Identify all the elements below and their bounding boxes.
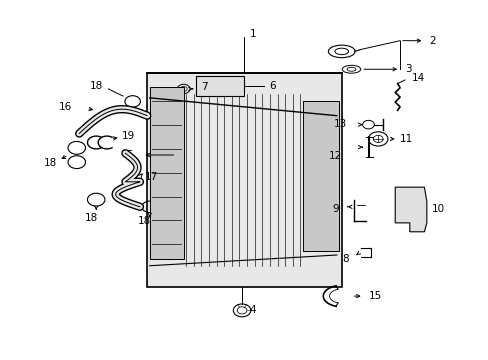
Text: 4: 4	[249, 305, 255, 315]
Bar	[149, 87, 183, 258]
Text: 9: 9	[332, 203, 339, 213]
Text: 14: 14	[411, 73, 425, 83]
Text: 15: 15	[368, 291, 381, 301]
Text: 13: 13	[333, 118, 346, 129]
Text: 18: 18	[138, 216, 151, 226]
Text: 7: 7	[201, 82, 207, 92]
Text: 19: 19	[122, 131, 135, 141]
Text: 3: 3	[404, 64, 411, 74]
Bar	[196, 76, 244, 96]
Text: 1: 1	[249, 28, 255, 39]
Text: 16: 16	[59, 102, 72, 112]
Bar	[147, 73, 341, 287]
Text: 17: 17	[144, 172, 158, 182]
Text: 12: 12	[328, 151, 341, 161]
Text: 10: 10	[431, 203, 444, 213]
Text: 2: 2	[428, 36, 435, 46]
Polygon shape	[394, 187, 426, 232]
Text: 18: 18	[84, 212, 98, 222]
Text: 18: 18	[44, 158, 57, 168]
Text: 8: 8	[342, 254, 348, 264]
Text: 11: 11	[399, 134, 412, 144]
Bar	[302, 102, 339, 251]
Text: 5: 5	[126, 150, 132, 160]
Text: 6: 6	[268, 81, 275, 91]
Text: 18: 18	[90, 81, 103, 91]
